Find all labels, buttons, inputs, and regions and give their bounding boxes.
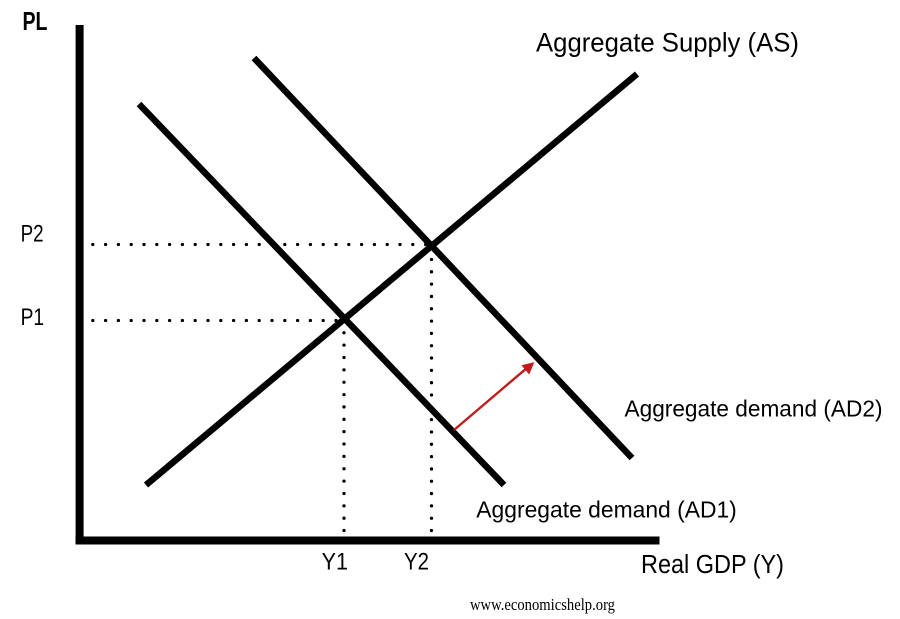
svg-text:Aggregate demand (AD2): Aggregate demand (AD2) (625, 395, 883, 421)
svg-text:P1: P1 (21, 304, 44, 331)
svg-text:PL: PL (23, 8, 48, 36)
svg-text:www.economicshelp.org: www.economicshelp.org (470, 595, 615, 614)
svg-text:Y2: Y2 (404, 549, 429, 576)
svg-text:Aggregate demand (AD1): Aggregate demand (AD1) (476, 497, 737, 523)
svg-text:Y1: Y1 (322, 549, 348, 576)
svg-text:Aggregate Supply (AS): Aggregate Supply (AS) (536, 28, 799, 58)
svg-text:Real GDP (Y): Real GDP (Y) (641, 551, 784, 579)
svg-text:P2: P2 (21, 221, 44, 248)
